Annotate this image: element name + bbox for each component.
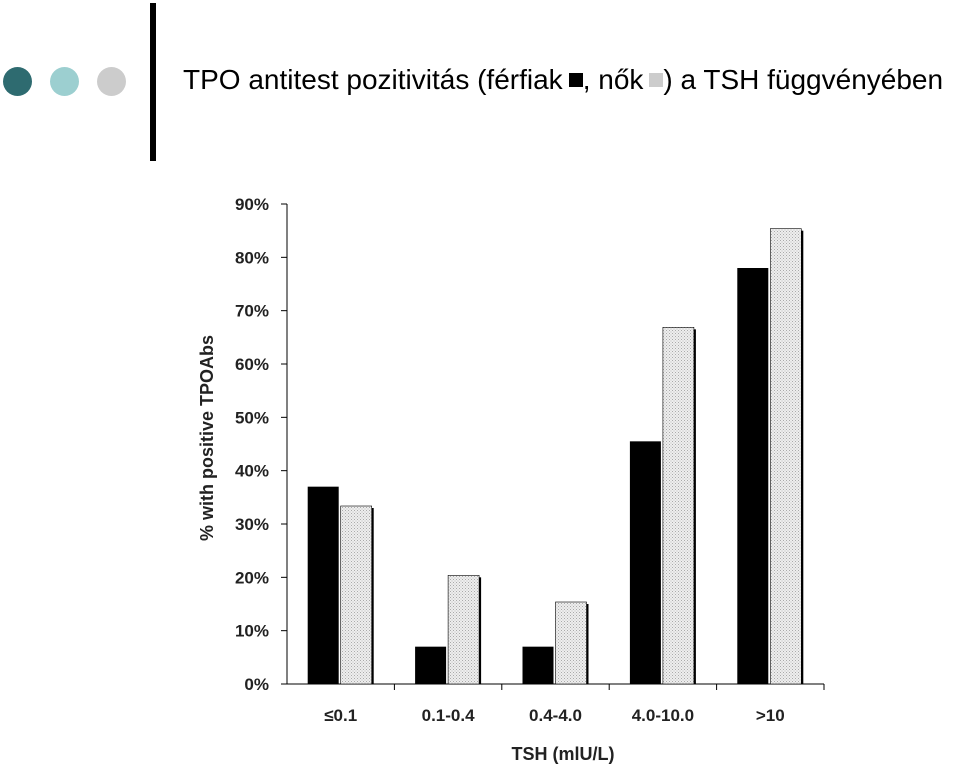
y-tick-label: 40%	[235, 462, 269, 481]
bar-women	[662, 327, 695, 685]
bar-men	[737, 268, 769, 684]
title-text-mid: , nők	[582, 64, 644, 95]
legend-swatch-women	[649, 73, 664, 87]
x-tick-label: 4.0-10.0	[632, 706, 694, 725]
x-tick-label: >10	[756, 706, 785, 725]
x-tick-label: ≤0.1	[324, 706, 357, 725]
bar-women	[340, 505, 373, 685]
title-text-pre: TPO antitest pozitivitás (férfiak	[183, 64, 563, 95]
decor-dot-dark	[3, 67, 32, 96]
bar-men	[415, 646, 447, 684]
bar-women	[447, 575, 480, 685]
y-tick-label: 60%	[235, 355, 269, 374]
bar-women	[555, 601, 587, 685]
y-tick-label: 30%	[235, 515, 269, 534]
title-text-post: ) a TSH függvényében	[663, 64, 944, 95]
x-tick-label: 0.4-4.0	[529, 706, 582, 725]
x-axis-label: TSH (mlU/L)	[512, 744, 615, 764]
bar-men	[629, 441, 661, 684]
decor-dot-gray	[97, 67, 126, 96]
y-axis-label: % with positive TPOAbs	[197, 335, 217, 541]
y-tick-label: 10%	[235, 622, 269, 641]
decor-dot-teal	[50, 67, 79, 96]
bar-men	[522, 646, 554, 684]
slide-title: TPO antitest pozitivitás (férfiak , nők ) …	[183, 64, 943, 96]
y-tick-label: 80%	[235, 248, 269, 267]
title-divider	[150, 3, 156, 161]
y-tick-label: 50%	[235, 408, 269, 427]
y-tick-label: 90%	[235, 195, 269, 214]
bar-men	[307, 486, 339, 684]
legend-swatch-men	[568, 73, 583, 87]
y-tick-label: 70%	[235, 302, 269, 321]
y-tick-label: 0%	[244, 675, 269, 694]
x-tick-label: 0.1-0.4	[422, 706, 475, 725]
bar-women	[769, 228, 802, 685]
y-tick-label: 20%	[235, 568, 269, 587]
